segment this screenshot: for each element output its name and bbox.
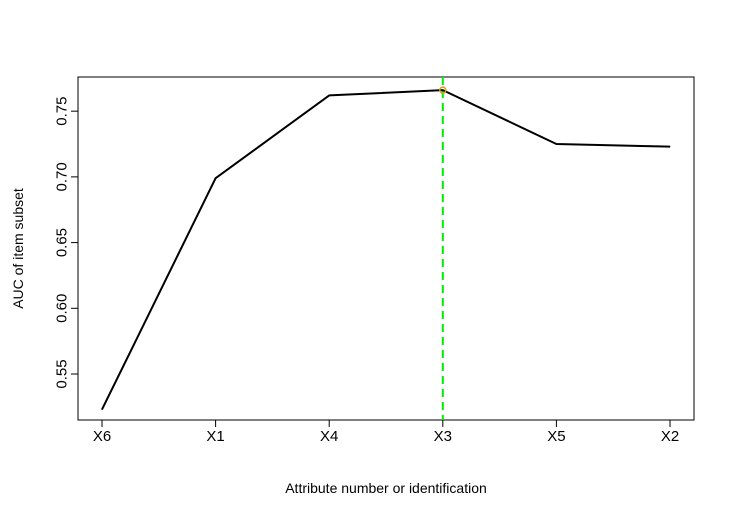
- x-tick-label: X3: [434, 428, 452, 445]
- plot-frame: [77, 76, 695, 421]
- y-axis: 0.55 0.60 0.65 0.70 0.75: [53, 97, 78, 389]
- x-tick-label: X2: [661, 428, 679, 445]
- data-point: [669, 146, 671, 148]
- chart-marks: [101, 77, 671, 420]
- series-line: [101, 89, 671, 410]
- x-tick-label: X1: [206, 428, 224, 445]
- y-tick-label: 0.65: [53, 228, 70, 257]
- data-point: [442, 89, 444, 91]
- highlight-marker: [439, 86, 447, 94]
- x-axis-title: Attribute number or identification: [285, 480, 487, 496]
- x-tick-label: X6: [93, 428, 111, 445]
- y-tick-label: 0.55: [53, 359, 70, 388]
- x-axis: X6 X1 X4 X3 X5 X2: [93, 420, 679, 445]
- data-point: [101, 408, 103, 410]
- x-tick-label: X4: [320, 428, 338, 445]
- y-tick-label: 0.70: [53, 162, 70, 191]
- data-point: [215, 177, 217, 179]
- y-tick-label: 0.75: [53, 97, 70, 126]
- data-point: [555, 143, 557, 145]
- y-tick-label: 0.60: [53, 294, 70, 323]
- x-tick-label: X5: [547, 428, 565, 445]
- y-axis-title: AUC of item subset: [10, 188, 26, 309]
- data-point: [328, 94, 330, 96]
